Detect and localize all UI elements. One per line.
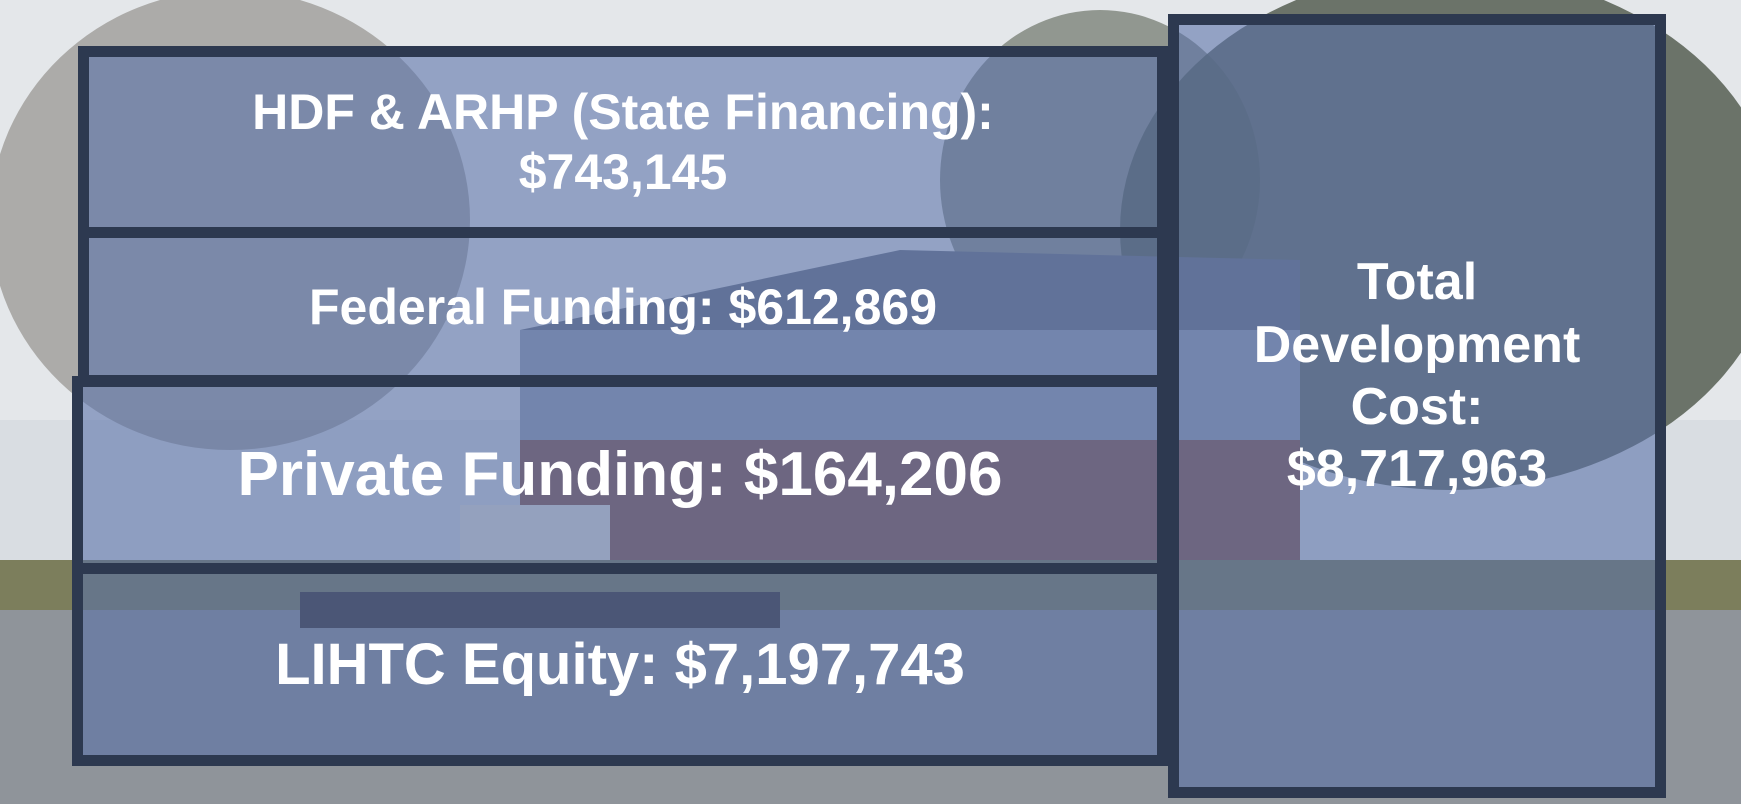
funding-text: HDF & ARHP (State Financing): $743,145 — [252, 82, 994, 202]
total-amount: $8,717,963 — [1286, 440, 1548, 499]
funding-amount: $743,145 — [518, 144, 728, 200]
funding-text: Private Funding: $164,206 — [238, 438, 1003, 512]
total-text: Total Development Cost: $8,717,963 — [1239, 251, 1595, 501]
funding-box: Federal Funding: $612,869 — [78, 227, 1168, 386]
funding-amount: $612,869 — [728, 278, 937, 335]
funding-label: Private Funding: — [237, 439, 727, 509]
total-box: Total Development Cost: $8,717,963 — [1168, 14, 1666, 798]
funding-label: Federal Funding: — [309, 278, 715, 335]
funding-text: Federal Funding: $612,869 — [309, 277, 937, 337]
funding-label: LIHTC Equity: — [275, 631, 659, 697]
total-label: Total Development Cost: — [1253, 253, 1581, 436]
funding-amount: $7,197,743 — [674, 631, 965, 697]
funding-label: HDF & ARHP (State Financing): — [252, 84, 994, 140]
funding-text: LIHTC Equity: $7,197,743 — [275, 630, 965, 700]
funding-amount: $164,206 — [743, 439, 1003, 509]
funding-box: Private Funding: $164,206 — [72, 376, 1168, 574]
funding-box: LIHTC Equity: $7,197,743 — [72, 563, 1168, 766]
funding-box: HDF & ARHP (State Financing): $743,145 — [78, 46, 1168, 238]
